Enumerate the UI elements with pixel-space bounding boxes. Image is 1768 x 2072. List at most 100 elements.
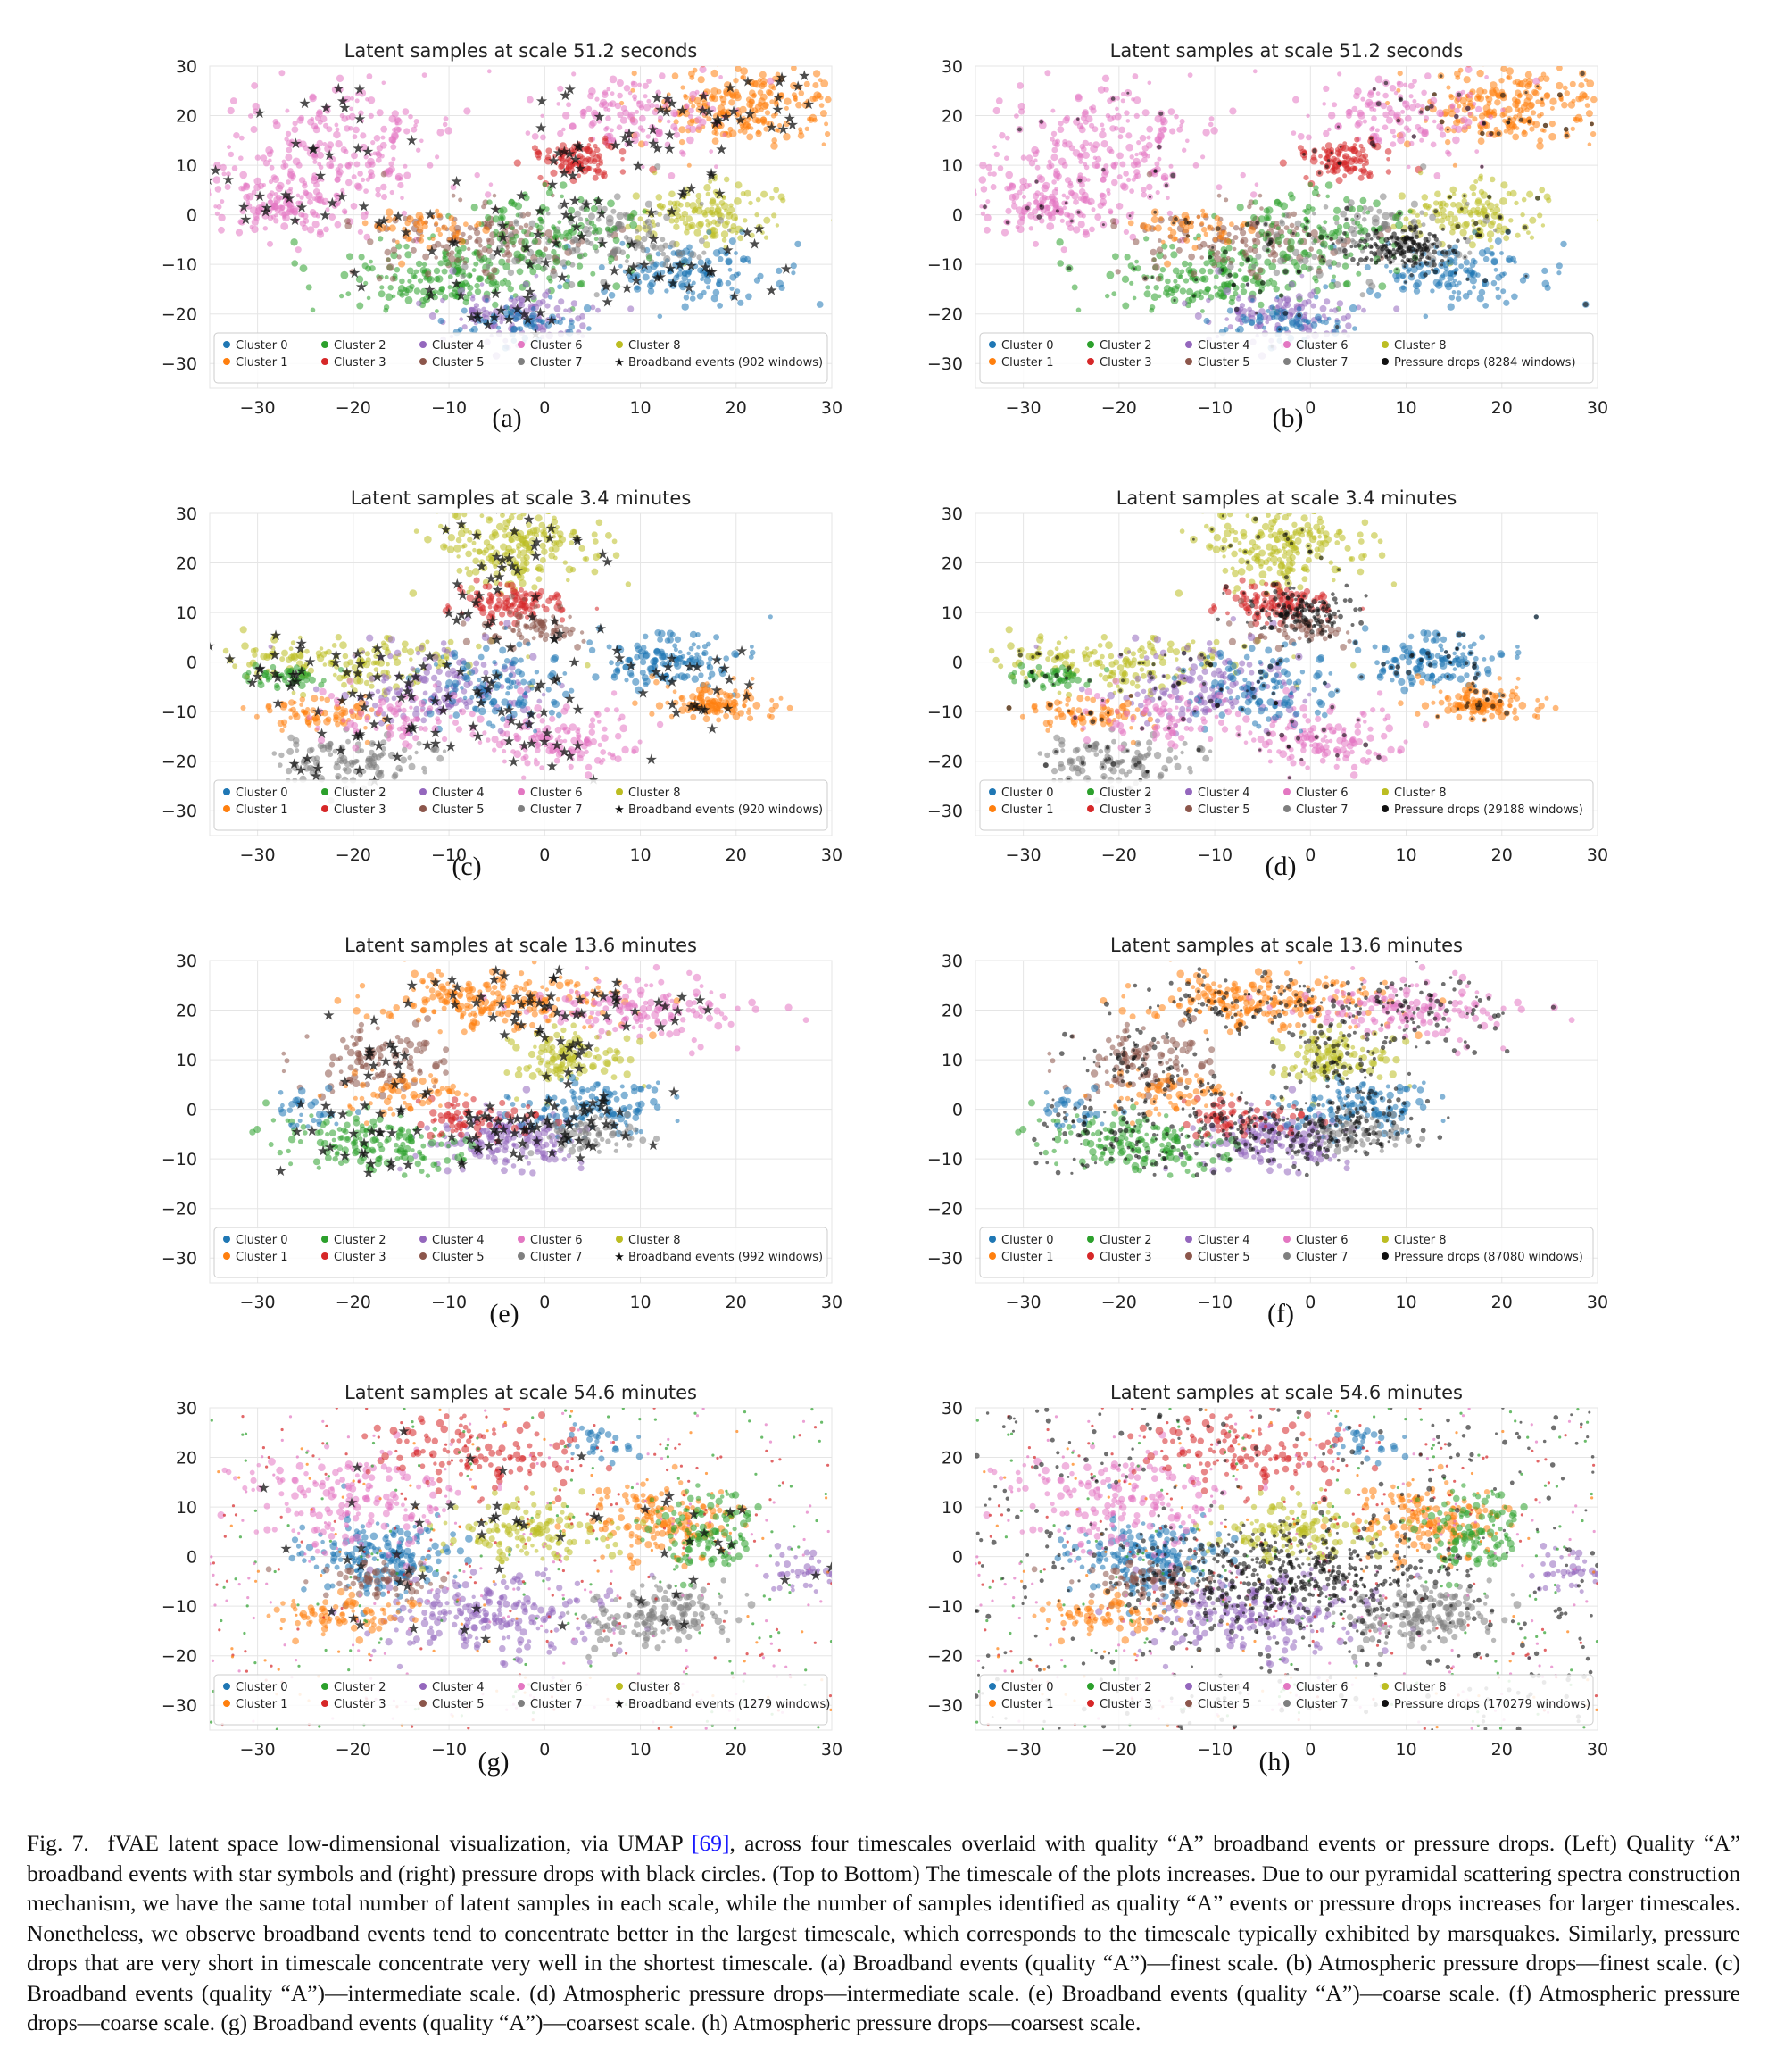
cluster-2-point xyxy=(1242,275,1250,282)
cluster-1-point xyxy=(652,62,656,66)
cluster-2-point xyxy=(1143,236,1150,242)
cluster-4-point xyxy=(579,322,586,329)
cluster-2-point xyxy=(1204,286,1212,293)
cluster-0-point xyxy=(635,274,640,279)
pressure-drop-circle xyxy=(1369,257,1374,262)
cluster-8-point xyxy=(673,217,680,224)
cluster-3-point xyxy=(619,169,627,175)
cluster-8-point xyxy=(1529,235,1535,240)
cluster-4-point xyxy=(1393,305,1400,312)
legend-entry: Cluster 5 xyxy=(1198,356,1250,370)
cluster-8-point xyxy=(760,230,765,235)
cluster-8-point xyxy=(1415,212,1421,218)
pressure-drop-circle xyxy=(1017,127,1022,132)
cluster-2-point xyxy=(1350,217,1355,222)
cluster-0-point xyxy=(1423,313,1429,320)
cluster-0-point xyxy=(681,258,689,266)
pressure-drop-circle xyxy=(1153,210,1158,214)
cluster-6-point xyxy=(1439,126,1444,132)
cluster-0-point xyxy=(729,294,736,301)
cluster-8-point xyxy=(1433,200,1440,206)
cluster-4-point xyxy=(558,298,565,305)
cluster-1-point xyxy=(1515,82,1521,87)
cluster-1-point xyxy=(739,105,747,113)
cluster-6-point xyxy=(302,182,308,189)
cluster-6-point xyxy=(596,119,602,124)
cluster-8-point xyxy=(241,642,249,650)
cluster-6-point xyxy=(1141,157,1148,163)
cluster-6-point xyxy=(327,141,335,149)
cluster-2-point xyxy=(290,238,298,246)
x-tick-label: −20 xyxy=(336,398,371,418)
cluster-6-point xyxy=(1179,123,1183,128)
cluster-1-point xyxy=(1523,78,1528,82)
cluster-3-point xyxy=(1357,174,1365,181)
cluster-0-point xyxy=(669,281,677,289)
cluster-2-point xyxy=(1307,181,1314,187)
cluster-2-point xyxy=(1407,209,1413,214)
y-tick-label: 30 xyxy=(176,57,197,77)
cluster-6-point xyxy=(1345,108,1353,117)
cluster-3-point xyxy=(1309,156,1318,165)
cluster-8-point xyxy=(406,648,415,656)
cluster-6-point xyxy=(1088,142,1093,146)
cluster-8-point xyxy=(1486,230,1495,238)
broadband-event-star: ★ xyxy=(295,199,308,216)
cluster-7-point xyxy=(1410,200,1418,208)
cluster-8-point xyxy=(780,197,786,204)
cluster-1-point xyxy=(1530,110,1537,116)
cluster-8-point xyxy=(409,657,413,662)
cluster-1-point xyxy=(844,106,849,111)
cluster-6-point xyxy=(1166,210,1173,216)
cluster-8-point xyxy=(689,224,694,229)
cluster-2-point xyxy=(592,244,599,251)
cluster-2-point xyxy=(345,291,352,297)
cluster-0-point xyxy=(637,279,643,285)
cluster-8-point xyxy=(734,216,738,221)
cluster-6-point xyxy=(1009,182,1016,189)
cluster-1-point xyxy=(1561,101,1568,109)
pressure-drop-circle xyxy=(1439,119,1445,125)
broadband-event-star: ★ xyxy=(574,160,586,177)
cluster-6-point xyxy=(1051,146,1058,154)
cluster-2-point xyxy=(1314,279,1319,284)
cluster-7-point xyxy=(698,237,705,245)
cluster-7-point xyxy=(1420,163,1427,171)
cluster-2-point xyxy=(535,249,543,258)
cluster-6-point xyxy=(975,187,977,194)
cluster-6-point xyxy=(620,105,627,112)
pressure-drop-circle xyxy=(1208,254,1213,260)
cluster-3-point xyxy=(550,169,558,177)
cluster-0-point xyxy=(647,287,655,295)
cluster-6-point xyxy=(357,171,363,177)
cluster-1-point xyxy=(686,162,692,168)
cluster-4-point xyxy=(1310,303,1316,309)
cluster-8-point xyxy=(535,482,539,487)
cluster-5-point xyxy=(475,237,483,245)
cluster-1-point xyxy=(1485,95,1490,99)
cluster-6-point xyxy=(375,187,381,193)
cluster-2-point xyxy=(421,262,427,268)
cluster-7-point xyxy=(582,225,590,234)
cluster-3-point xyxy=(1358,168,1364,173)
cluster-1-point xyxy=(784,105,789,111)
cluster-1-point xyxy=(744,116,751,123)
broadband-event-star: ★ xyxy=(289,135,302,152)
pressure-drop-circle xyxy=(1266,232,1270,237)
cluster-7-point xyxy=(635,241,644,249)
cluster-6-point xyxy=(413,119,419,124)
legend-marker-cluster-6 xyxy=(1283,341,1291,348)
cluster-2-point xyxy=(1258,229,1265,236)
cluster-6-point xyxy=(322,142,328,146)
cluster-6-point xyxy=(1374,128,1380,133)
broadband-event-star: ★ xyxy=(596,235,609,252)
cluster-6-point xyxy=(1057,126,1065,134)
cluster-4-point xyxy=(519,297,526,304)
cluster-6-point xyxy=(220,163,227,171)
cluster-1-point xyxy=(430,237,436,241)
cluster-1-point xyxy=(1478,60,1483,65)
cluster-1-point xyxy=(1446,85,1451,90)
broadband-event-star: ★ xyxy=(491,243,503,260)
cluster-8-point xyxy=(584,556,590,562)
broadband-event-star: ★ xyxy=(784,37,796,54)
